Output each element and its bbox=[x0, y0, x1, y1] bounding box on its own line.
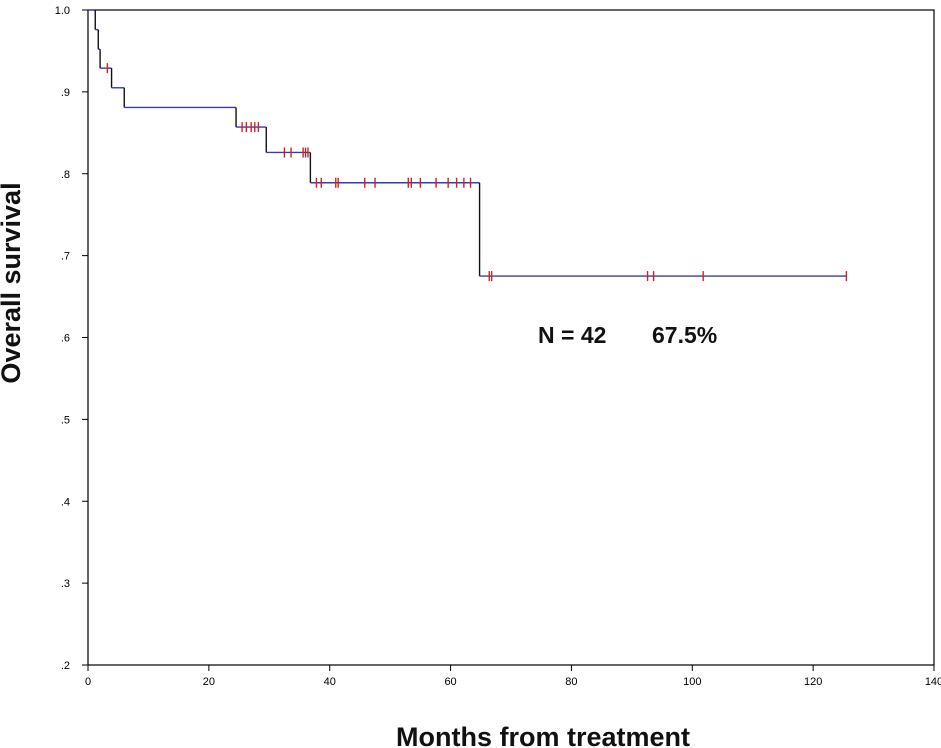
y-tick-label: .9 bbox=[61, 87, 70, 99]
y-tick-label: .3 bbox=[61, 578, 70, 590]
x-tick-label: 20 bbox=[203, 676, 215, 688]
x-tick-label: 140 bbox=[925, 676, 941, 688]
y-tick-label: .5 bbox=[61, 414, 70, 426]
y-tick-label: 1.0 bbox=[55, 5, 70, 17]
axes bbox=[82, 9, 935, 671]
x-tick-label: 0 bbox=[85, 676, 91, 688]
x-tick-label: 80 bbox=[565, 676, 577, 688]
annotation-survival-percent: 67.5% bbox=[652, 322, 717, 348]
y-tick-label: .7 bbox=[61, 251, 70, 263]
y-tick-label: .8 bbox=[61, 169, 70, 181]
plot-frame bbox=[87, 9, 935, 666]
y-tick-label: .2 bbox=[61, 660, 70, 672]
y-axis-title: Overall survival bbox=[0, 182, 26, 383]
tick-labels: 0 20 40 60 80 100 120 140 1.0 .9 .8 .7 .6 .5 .4 .3 .2 bbox=[55, 5, 941, 688]
x-tick-label: 60 bbox=[444, 676, 456, 688]
y-tick-label: .4 bbox=[61, 496, 70, 508]
x-tick-label: 100 bbox=[683, 676, 701, 688]
x-axis-title: Months from treatment bbox=[396, 722, 690, 748]
x-tick-label: 120 bbox=[804, 676, 822, 688]
annotation-sample-size: N = 42 bbox=[538, 322, 606, 348]
censor-marks bbox=[106, 63, 848, 282]
y-tick-label: .6 bbox=[61, 333, 70, 345]
x-tick-label: 40 bbox=[324, 676, 336, 688]
survival-curve bbox=[88, 9, 847, 277]
